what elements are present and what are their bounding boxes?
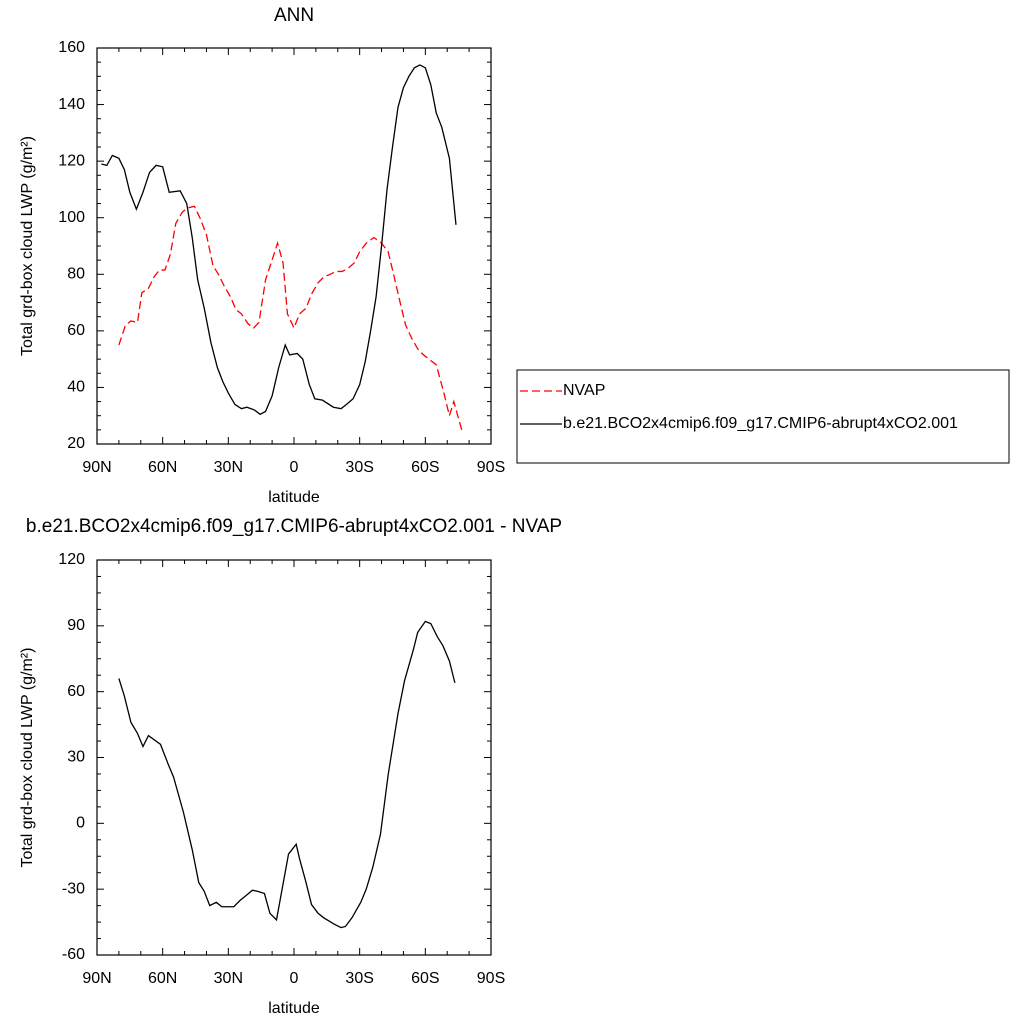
x-tick-label: 0 (290, 459, 299, 476)
chart-title: b.e21.BCO2x4cmip6.f09_g17.CMIP6-abrupt4x… (26, 516, 562, 537)
x-tick-label: 60S (411, 459, 439, 476)
data-line (101, 64, 457, 416)
plot-frame (96, 559, 492, 956)
x-tick-label: 90N (82, 459, 111, 476)
x-axis-label: latitude (268, 489, 320, 506)
x-tick-label: 90S (477, 459, 505, 476)
x-tick-label: 60N (148, 459, 177, 476)
y-tick-label: -30 (62, 880, 85, 897)
x-tick-label: 90S (477, 970, 505, 987)
data-line (118, 620, 456, 929)
x-tick-label: 0 (290, 970, 299, 987)
y-tick-label: 60 (67, 322, 85, 339)
chart-title: ANN (274, 5, 314, 26)
y-tick-label: 100 (58, 209, 85, 226)
x-tick-label: 60N (148, 970, 177, 987)
y-tick-label: 140 (58, 96, 85, 113)
legend-label: b.e21.BCO2x4cmip6.f09_g17.CMIP6-abrupt4x… (563, 415, 958, 432)
legend-box (516, 369, 1010, 464)
x-tick-label: 30N (214, 970, 243, 987)
y-tick-label: 30 (67, 749, 85, 766)
y-tick-label: 20 (67, 435, 85, 452)
y-tick-label: 40 (67, 379, 85, 396)
data-line (118, 205, 464, 433)
x-tick-label: 90N (82, 970, 111, 987)
y-axis-label: Total grd-box cloud LWP (g/m²) (19, 648, 36, 868)
y-tick-label: 0 (76, 815, 85, 832)
y-tick-label: 120 (58, 152, 85, 169)
y-tick-label: 80 (67, 266, 85, 283)
y-tick-label: 160 (58, 39, 85, 56)
y-axis-label: Total grd-box cloud LWP (g/m²) (19, 136, 36, 356)
x-axis-label: latitude (268, 1000, 320, 1017)
legend-label: NVAP (563, 382, 605, 399)
x-tick-label: 60S (411, 970, 439, 987)
y-tick-label: -60 (62, 946, 85, 963)
x-tick-label: 30N (214, 459, 243, 476)
x-tick-label: 30S (345, 970, 373, 987)
x-tick-label: 30S (345, 459, 373, 476)
plot-frame (96, 47, 492, 445)
y-tick-label: 120 (58, 551, 85, 568)
y-tick-label: 90 (67, 617, 85, 634)
y-tick-label: 60 (67, 683, 85, 700)
